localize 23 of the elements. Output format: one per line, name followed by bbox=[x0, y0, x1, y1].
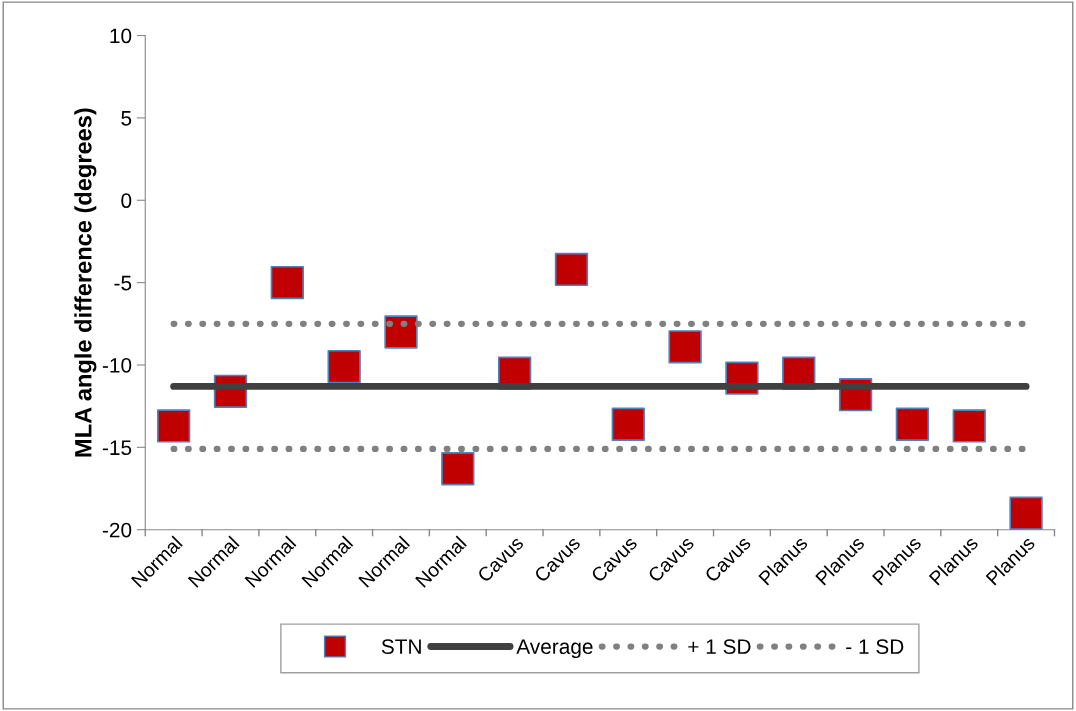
point bbox=[441, 452, 475, 486]
point bbox=[668, 330, 702, 364]
y-tick-label: 10 bbox=[110, 28, 132, 44]
point bbox=[327, 349, 361, 384]
legend-label: + 1 SD bbox=[688, 639, 751, 654]
point bbox=[895, 407, 930, 441]
y-tick-label: 0 bbox=[121, 193, 132, 209]
point bbox=[952, 409, 986, 443]
y-tick-label: -20 bbox=[102, 522, 132, 538]
point bbox=[157, 409, 191, 443]
point bbox=[384, 315, 418, 349]
y-tick-label: -5 bbox=[114, 275, 132, 291]
point bbox=[554, 252, 589, 287]
y-tick-label: -15 bbox=[102, 440, 132, 456]
y-tick-label: -10 bbox=[102, 357, 132, 373]
point bbox=[1009, 496, 1043, 530]
legend-label: - 1 SD bbox=[846, 639, 904, 654]
point bbox=[270, 265, 304, 300]
point bbox=[611, 407, 645, 441]
y-tick-label: 5 bbox=[121, 111, 132, 126]
y-axis-title: MLA angle difference (degrees) bbox=[74, 108, 97, 457]
legend-label: STN bbox=[381, 639, 421, 654]
legend-label: Average bbox=[516, 639, 593, 659]
